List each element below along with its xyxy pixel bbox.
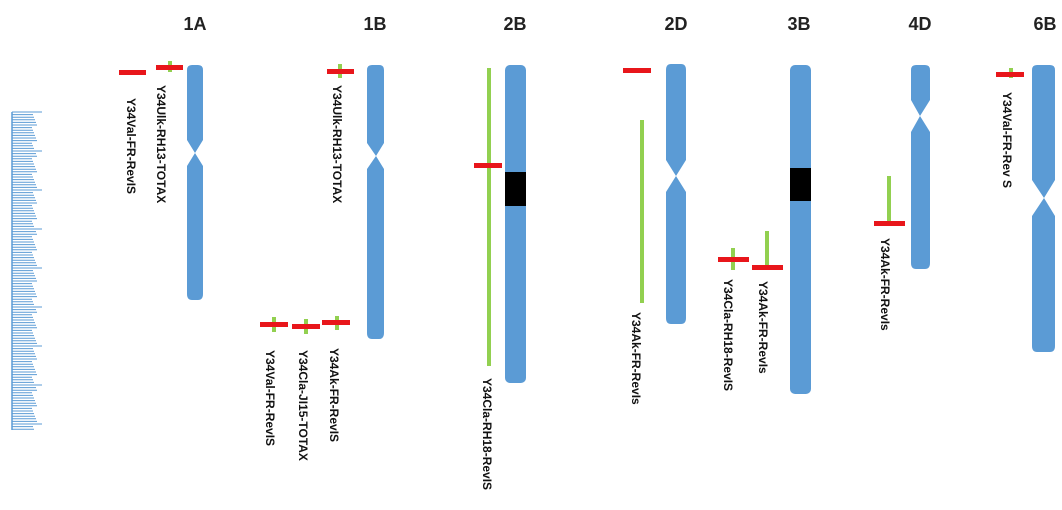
chromosome-label-4D: 4D: [908, 14, 931, 34]
qtl-label: Y34Val-FR-RevIS: [124, 98, 138, 194]
chromosome-label-2D: 2D: [664, 14, 687, 34]
qtl-label: Y34Ak-FR-RevIS: [327, 348, 341, 442]
chromosome-1B: [367, 65, 384, 339]
qtl-marker: [292, 324, 320, 329]
qtl-marker: [718, 257, 749, 262]
qtl-label: Y34Ak-FR-RevIs: [756, 281, 770, 374]
chromosome-2D: [666, 64, 686, 324]
chromosome-6B: [1032, 65, 1055, 352]
qtl-marker: [996, 72, 1024, 77]
chromosome-1A: [187, 65, 203, 300]
qtl-marker: [874, 221, 905, 226]
qtl-marker: [623, 68, 651, 73]
qtl-label: Y34Ulk-RH13-TOTAX: [154, 85, 168, 203]
centromere-block-3B: [790, 168, 811, 201]
qtl-label: Y34Cla-JI15-TOTAX: [296, 350, 310, 461]
chromosome-2B: [505, 65, 526, 383]
qtl-label: Y34Ulk-RH13-TOTAX: [330, 85, 344, 203]
qtl-marker: [119, 70, 146, 75]
qtl-label: Y34Val-FR-Rev S: [1000, 92, 1014, 188]
qtl-label: Y34Cla-RH18-RevIS: [480, 378, 494, 490]
qtl-label: Y34Ak-FR-RevIs: [629, 312, 643, 405]
chromosome-3B: [790, 65, 811, 394]
chromosome-label-1A: 1A: [183, 14, 206, 34]
qtl-label: Y34Ak-FR-RevIs: [878, 238, 892, 331]
qtl-marker: [752, 265, 783, 270]
centromere-block-2B: [505, 172, 526, 206]
qtl-marker: [327, 69, 354, 74]
chromosome-label-6B: 6B: [1033, 14, 1056, 34]
chromosome-label-2B: 2B: [503, 14, 526, 34]
scale-ruler: [11, 111, 42, 430]
chromosome-4D: [911, 65, 930, 269]
qtl-marker: [474, 163, 502, 168]
qtl-label: Y34Val-FR-RevIS: [263, 350, 277, 446]
chromosome-label-3B: 3B: [787, 14, 810, 34]
qtl-marker: [260, 322, 288, 327]
qtl-marker: [322, 320, 350, 325]
qtl-label: Y34Cla-RH18-RevIS: [721, 279, 735, 391]
chromosome-label-1B: 1B: [363, 14, 386, 34]
qtl-marker: [156, 65, 183, 70]
